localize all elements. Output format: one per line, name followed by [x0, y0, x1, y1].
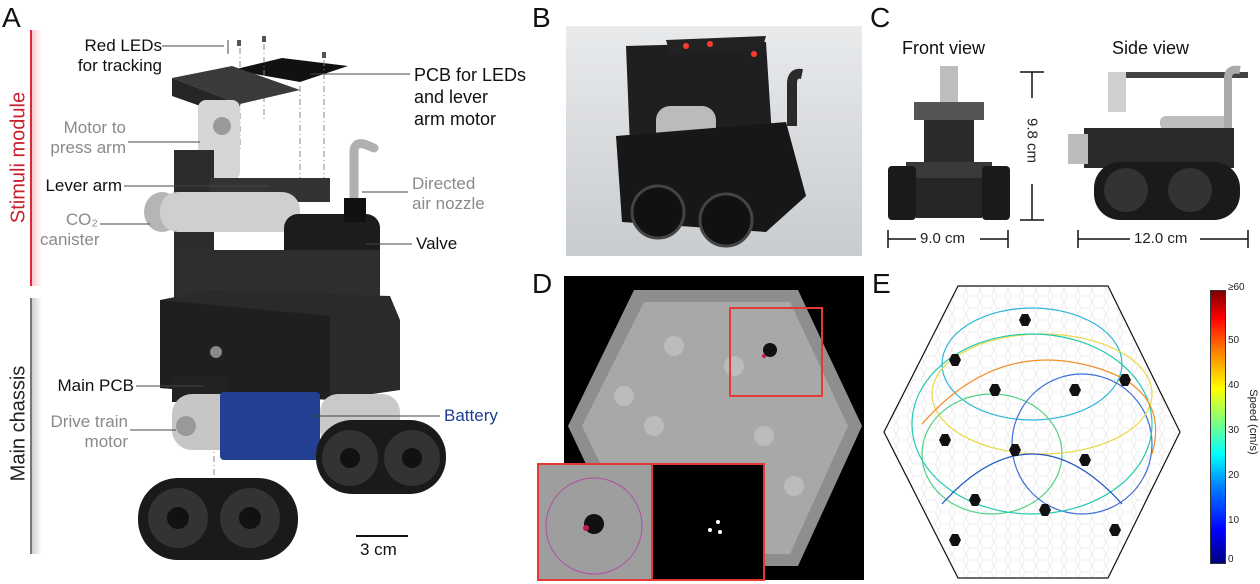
front-view-title: Front view: [902, 38, 986, 58]
air-nozzle-icon: [349, 139, 379, 205]
height-dimension-label: 9.8 cm: [1023, 117, 1041, 163]
panel-letter-e: E: [872, 268, 891, 299]
pcb-board-icon: [232, 58, 348, 82]
side-view-title: Side view: [1112, 38, 1190, 58]
label-pcb-leds: PCB for LEDs and lever arm motor: [414, 65, 527, 129]
stimuli-module-bar: [30, 30, 42, 286]
scale-bar-label: 3 cm: [360, 540, 397, 559]
speed-colorbar: [1210, 290, 1226, 564]
panel-letter-b: B: [532, 2, 551, 33]
label-air-nozzle: Directed air nozzle: [412, 174, 485, 213]
colorbar-title: Speed (cm/s): [1247, 389, 1259, 455]
label-valve: Valve: [416, 234, 458, 253]
robot-photo: [566, 26, 862, 256]
label-lever-arm: Lever arm: [45, 176, 122, 195]
zoom-inset: [537, 463, 765, 581]
label-drive-motor: Drive train motor: [50, 412, 128, 451]
right-track-icon: [316, 420, 446, 494]
panel-letter-d: D: [532, 268, 553, 299]
side-width-label: 12.0 cm: [1134, 230, 1188, 247]
left-track-icon: [138, 478, 298, 560]
label-red-leds: Red LEDs for tracking: [77, 36, 162, 75]
label-co2-canister: CO₂ canister: [40, 210, 100, 249]
side-view-drawing: [1068, 65, 1248, 220]
robot-exploded-view: [100, 36, 446, 560]
label-battery: Battery: [444, 406, 498, 425]
red-leds-icon: [237, 36, 326, 58]
label-motor-press-arm: Motor to press arm: [50, 118, 126, 157]
panel-letter-a: A: [2, 2, 21, 33]
label-main-pcb: Main PCB: [57, 376, 134, 395]
panel-letter-c: C: [870, 2, 891, 33]
front-width-label: 9.0 cm: [920, 230, 966, 247]
main-chassis-bar: [30, 298, 42, 554]
colorbar-tick-labels: ≥60 50 40 30 20 10 0: [1228, 282, 1245, 565]
front-view-drawing: [888, 66, 1010, 220]
battery-icon: [220, 392, 320, 460]
trajectory-heatmap: [883, 285, 1181, 579]
